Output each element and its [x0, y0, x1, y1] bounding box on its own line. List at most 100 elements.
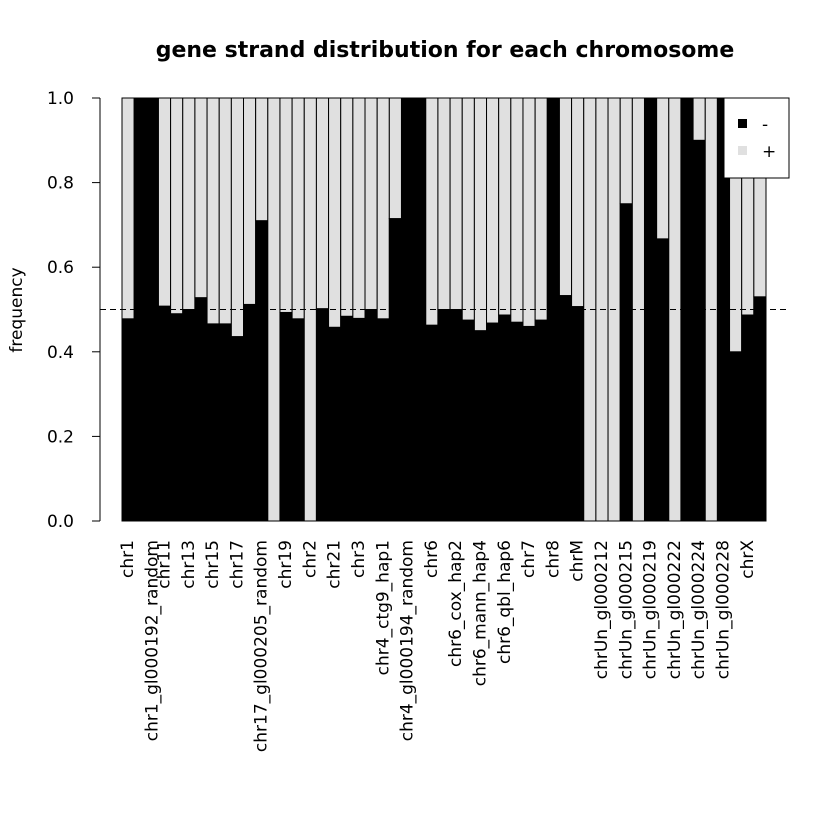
x-tick-label: chrM	[568, 540, 588, 582]
bar-plus-strand	[437, 97, 451, 310]
bar-group	[364, 97, 378, 522]
bar-minus-strand	[437, 309, 451, 522]
bar-minus-strand	[170, 313, 184, 522]
bar-minus-strand	[510, 321, 524, 522]
x-tick-label: chr1	[118, 540, 138, 578]
x-tick-label: chrUn_gl000215	[616, 540, 636, 679]
x-tick-label: chr6_mann_hap4	[470, 540, 490, 686]
bar-minus-strand	[692, 139, 706, 522]
bar-plus-strand	[571, 97, 585, 308]
bar-group	[206, 97, 220, 522]
bar-plus-strand	[522, 97, 536, 327]
bar-minus-strand	[571, 306, 585, 522]
bar-plus-strand	[449, 97, 463, 310]
bar-minus-strand	[157, 305, 172, 522]
bar-group	[279, 97, 293, 522]
bar-minus-strand	[243, 303, 257, 522]
bar-minus-strand	[376, 318, 390, 522]
bar-group	[157, 97, 172, 522]
bar-minus-strand	[291, 318, 305, 522]
x-tick-label: chr7	[519, 540, 539, 578]
bar-minus-strand	[328, 326, 342, 522]
x-tick-label: chr6_qbl_hap6	[495, 540, 515, 664]
bar-minus-strand	[729, 351, 743, 522]
bar-minus-strand	[486, 322, 500, 522]
bar-minus-strand	[194, 297, 208, 522]
x-tick-label: chr11	[155, 540, 175, 589]
bar-minus-strand	[619, 203, 633, 522]
bar-plus-strand	[656, 97, 670, 240]
bar-group	[449, 97, 463, 522]
chart-title: gene strand distribution for each chromo…	[156, 38, 735, 63]
legend-swatch	[738, 119, 747, 128]
x-tick-label: chrUn_gl000228	[713, 540, 733, 679]
bar-minus-strand	[218, 323, 232, 522]
bar-plus-strand	[291, 97, 305, 320]
bar-minus-strand	[364, 309, 378, 522]
bar-plus-strand	[206, 97, 220, 325]
bar-plus-strand	[315, 97, 330, 310]
bar-plus-strand	[352, 97, 366, 319]
bar-plus-strand	[692, 97, 706, 141]
x-tick-label: chr3	[349, 540, 369, 578]
bar-plus-strand	[328, 97, 342, 328]
x-tick-label: chr13	[179, 540, 199, 589]
bar-minus-strand	[534, 319, 548, 522]
x-tick-label: chr8	[543, 540, 563, 578]
bar-minus-strand	[425, 324, 439, 522]
bar-minus-strand	[388, 218, 402, 522]
bar-minus-strand	[449, 309, 463, 522]
bar-plus-strand	[510, 97, 524, 323]
bar-minus-strand	[753, 296, 767, 522]
bar-plus-strand	[558, 97, 573, 297]
y-tick-label: 0.4	[47, 343, 74, 363]
bar-minus-strand	[206, 323, 220, 522]
bar-plus-strand	[534, 97, 548, 321]
bar-plus-strand	[473, 97, 488, 332]
y-axis-title: frequency	[7, 267, 27, 352]
x-tick-label: chr17_gl000205_random	[252, 540, 272, 752]
bar-group	[534, 97, 548, 522]
bar-plus-strand	[243, 97, 257, 305]
bar-group	[352, 97, 366, 522]
x-tick-label: chr4_ctg9_hap1	[373, 540, 393, 675]
x-tick-label: chr4_gl000194_random	[398, 540, 418, 741]
x-tick-label: chr17	[227, 540, 247, 589]
legend-label: +	[762, 142, 776, 162]
bar-plus-strand	[121, 97, 135, 320]
bar-minus-strand	[230, 336, 245, 522]
bar-group	[619, 97, 633, 522]
bar-minus-strand	[522, 325, 536, 522]
bar-plus-strand	[498, 97, 512, 316]
bar-plus-strand	[255, 97, 269, 222]
bar-plus-strand	[230, 97, 245, 338]
legend-box	[723, 97, 790, 179]
x-tick-label: chr2	[300, 540, 320, 578]
bar-plus-strand	[461, 97, 475, 321]
bar-group	[388, 97, 402, 522]
bar-group	[571, 97, 585, 522]
bar-minus-strand	[182, 309, 196, 522]
bar-minus-strand	[352, 317, 366, 522]
bar-minus-strand	[461, 319, 475, 522]
bar-minus-strand	[279, 311, 293, 522]
bar-plus-strand	[218, 97, 232, 325]
bar-minus-strand	[473, 330, 488, 522]
bar-group	[510, 97, 524, 522]
bar-minus-strand	[741, 314, 755, 522]
bar-minus-strand	[498, 314, 512, 522]
bar-group	[558, 97, 573, 522]
bar-group	[486, 97, 500, 522]
x-tick-label: chrUn_gl000219	[641, 540, 661, 679]
y-tick-label: 0.6	[47, 258, 74, 278]
bar-group	[473, 97, 488, 522]
y-tick-label: 1.0	[47, 89, 74, 109]
bar-plus-strand	[388, 97, 402, 220]
bar-minus-strand	[315, 308, 330, 522]
bar-group	[291, 97, 305, 522]
x-tick-label: chrUn_gl000224	[689, 540, 709, 679]
bar-minus-strand	[255, 220, 269, 522]
x-tick-label: chrUn_gl000222	[665, 540, 685, 679]
y-tick-label: 0.8	[47, 174, 74, 194]
